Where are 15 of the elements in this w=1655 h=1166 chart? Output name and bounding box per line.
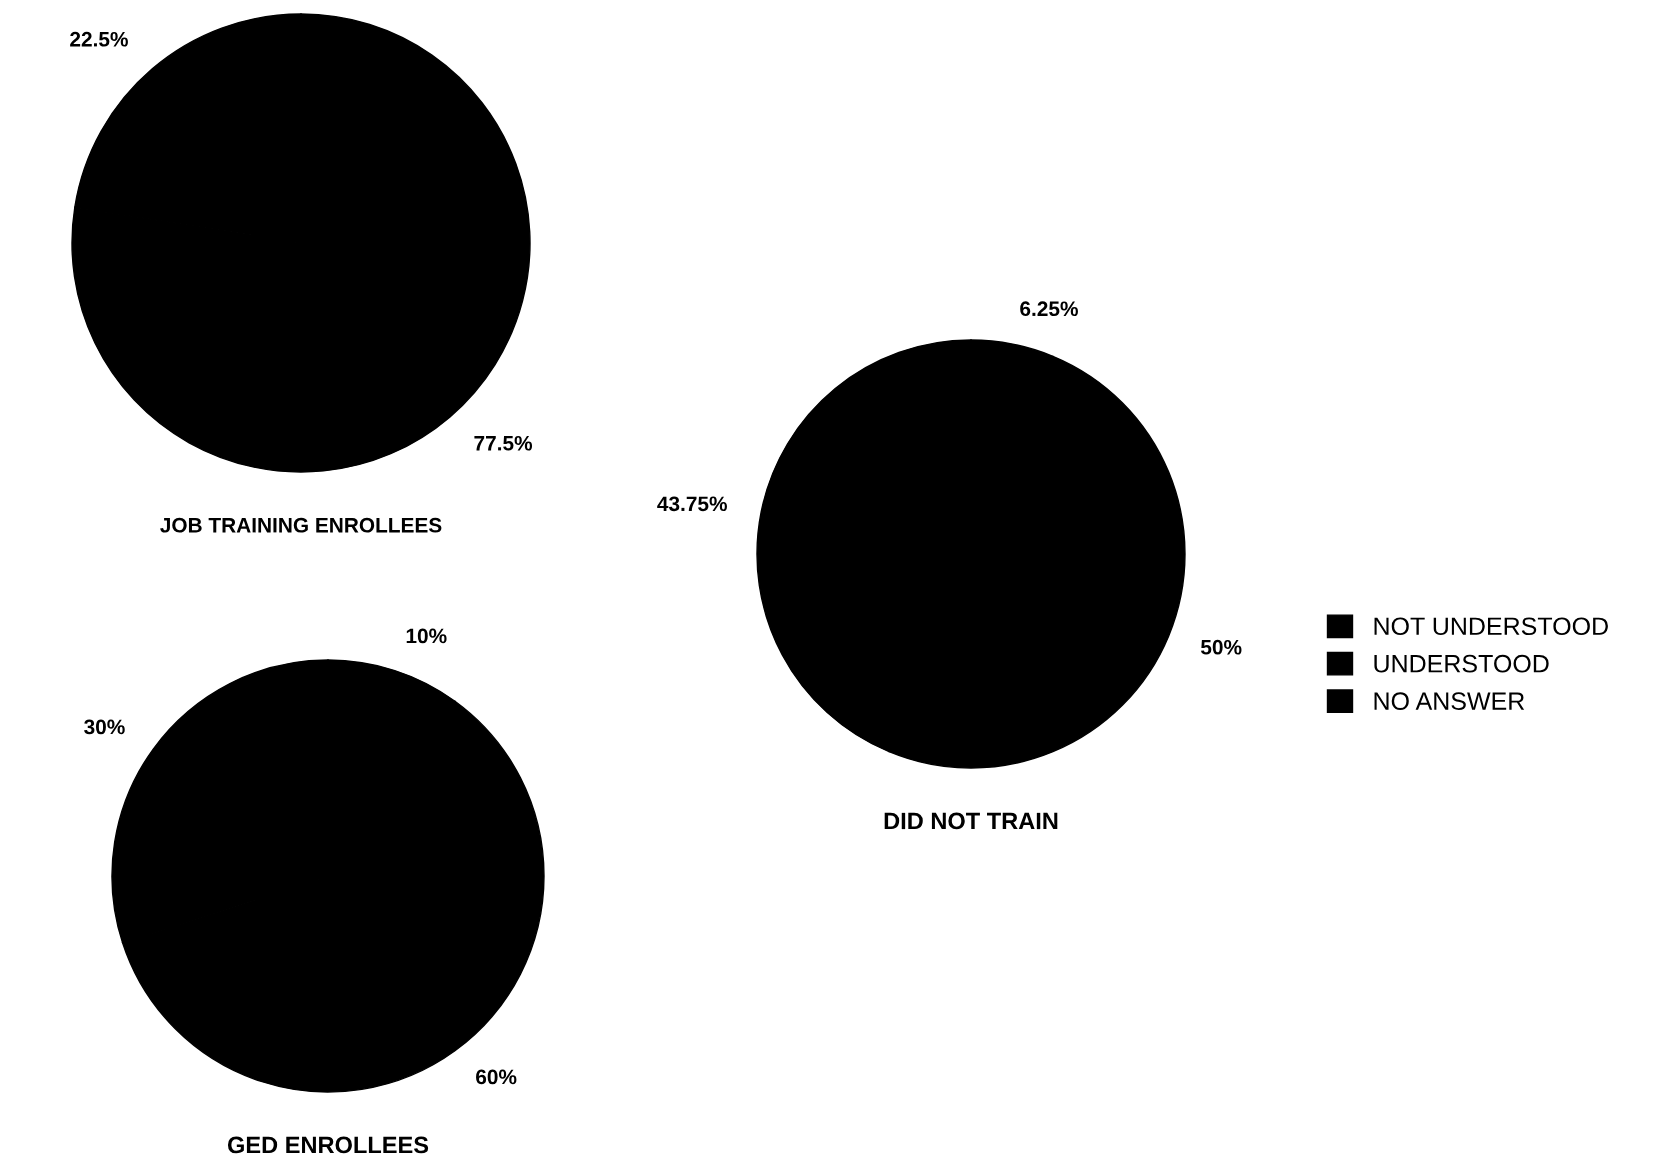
data-label: 6.25% xyxy=(1020,301,1078,317)
text: GED ENROLLEES xyxy=(227,1136,429,1154)
data-label: 10% xyxy=(406,628,447,644)
data-label: 77.5% xyxy=(474,435,533,451)
legend-label: NO ANSWER xyxy=(1374,692,1525,710)
data-label: 50% xyxy=(1200,639,1242,655)
legend-label: NOT UNDERSTOOD xyxy=(1374,617,1608,636)
text: DID NOT TRAIN xyxy=(884,812,1058,830)
data-label: 22.5% xyxy=(70,31,128,47)
data-label: 43.75% xyxy=(657,496,727,512)
data-label: 30% xyxy=(84,719,125,735)
text: JOB TRAINING ENROLLEES xyxy=(160,517,442,533)
pie-slice xyxy=(71,13,531,473)
data-label: 60% xyxy=(476,1069,517,1085)
legend-label: UNDERSTOOD xyxy=(1374,654,1549,673)
